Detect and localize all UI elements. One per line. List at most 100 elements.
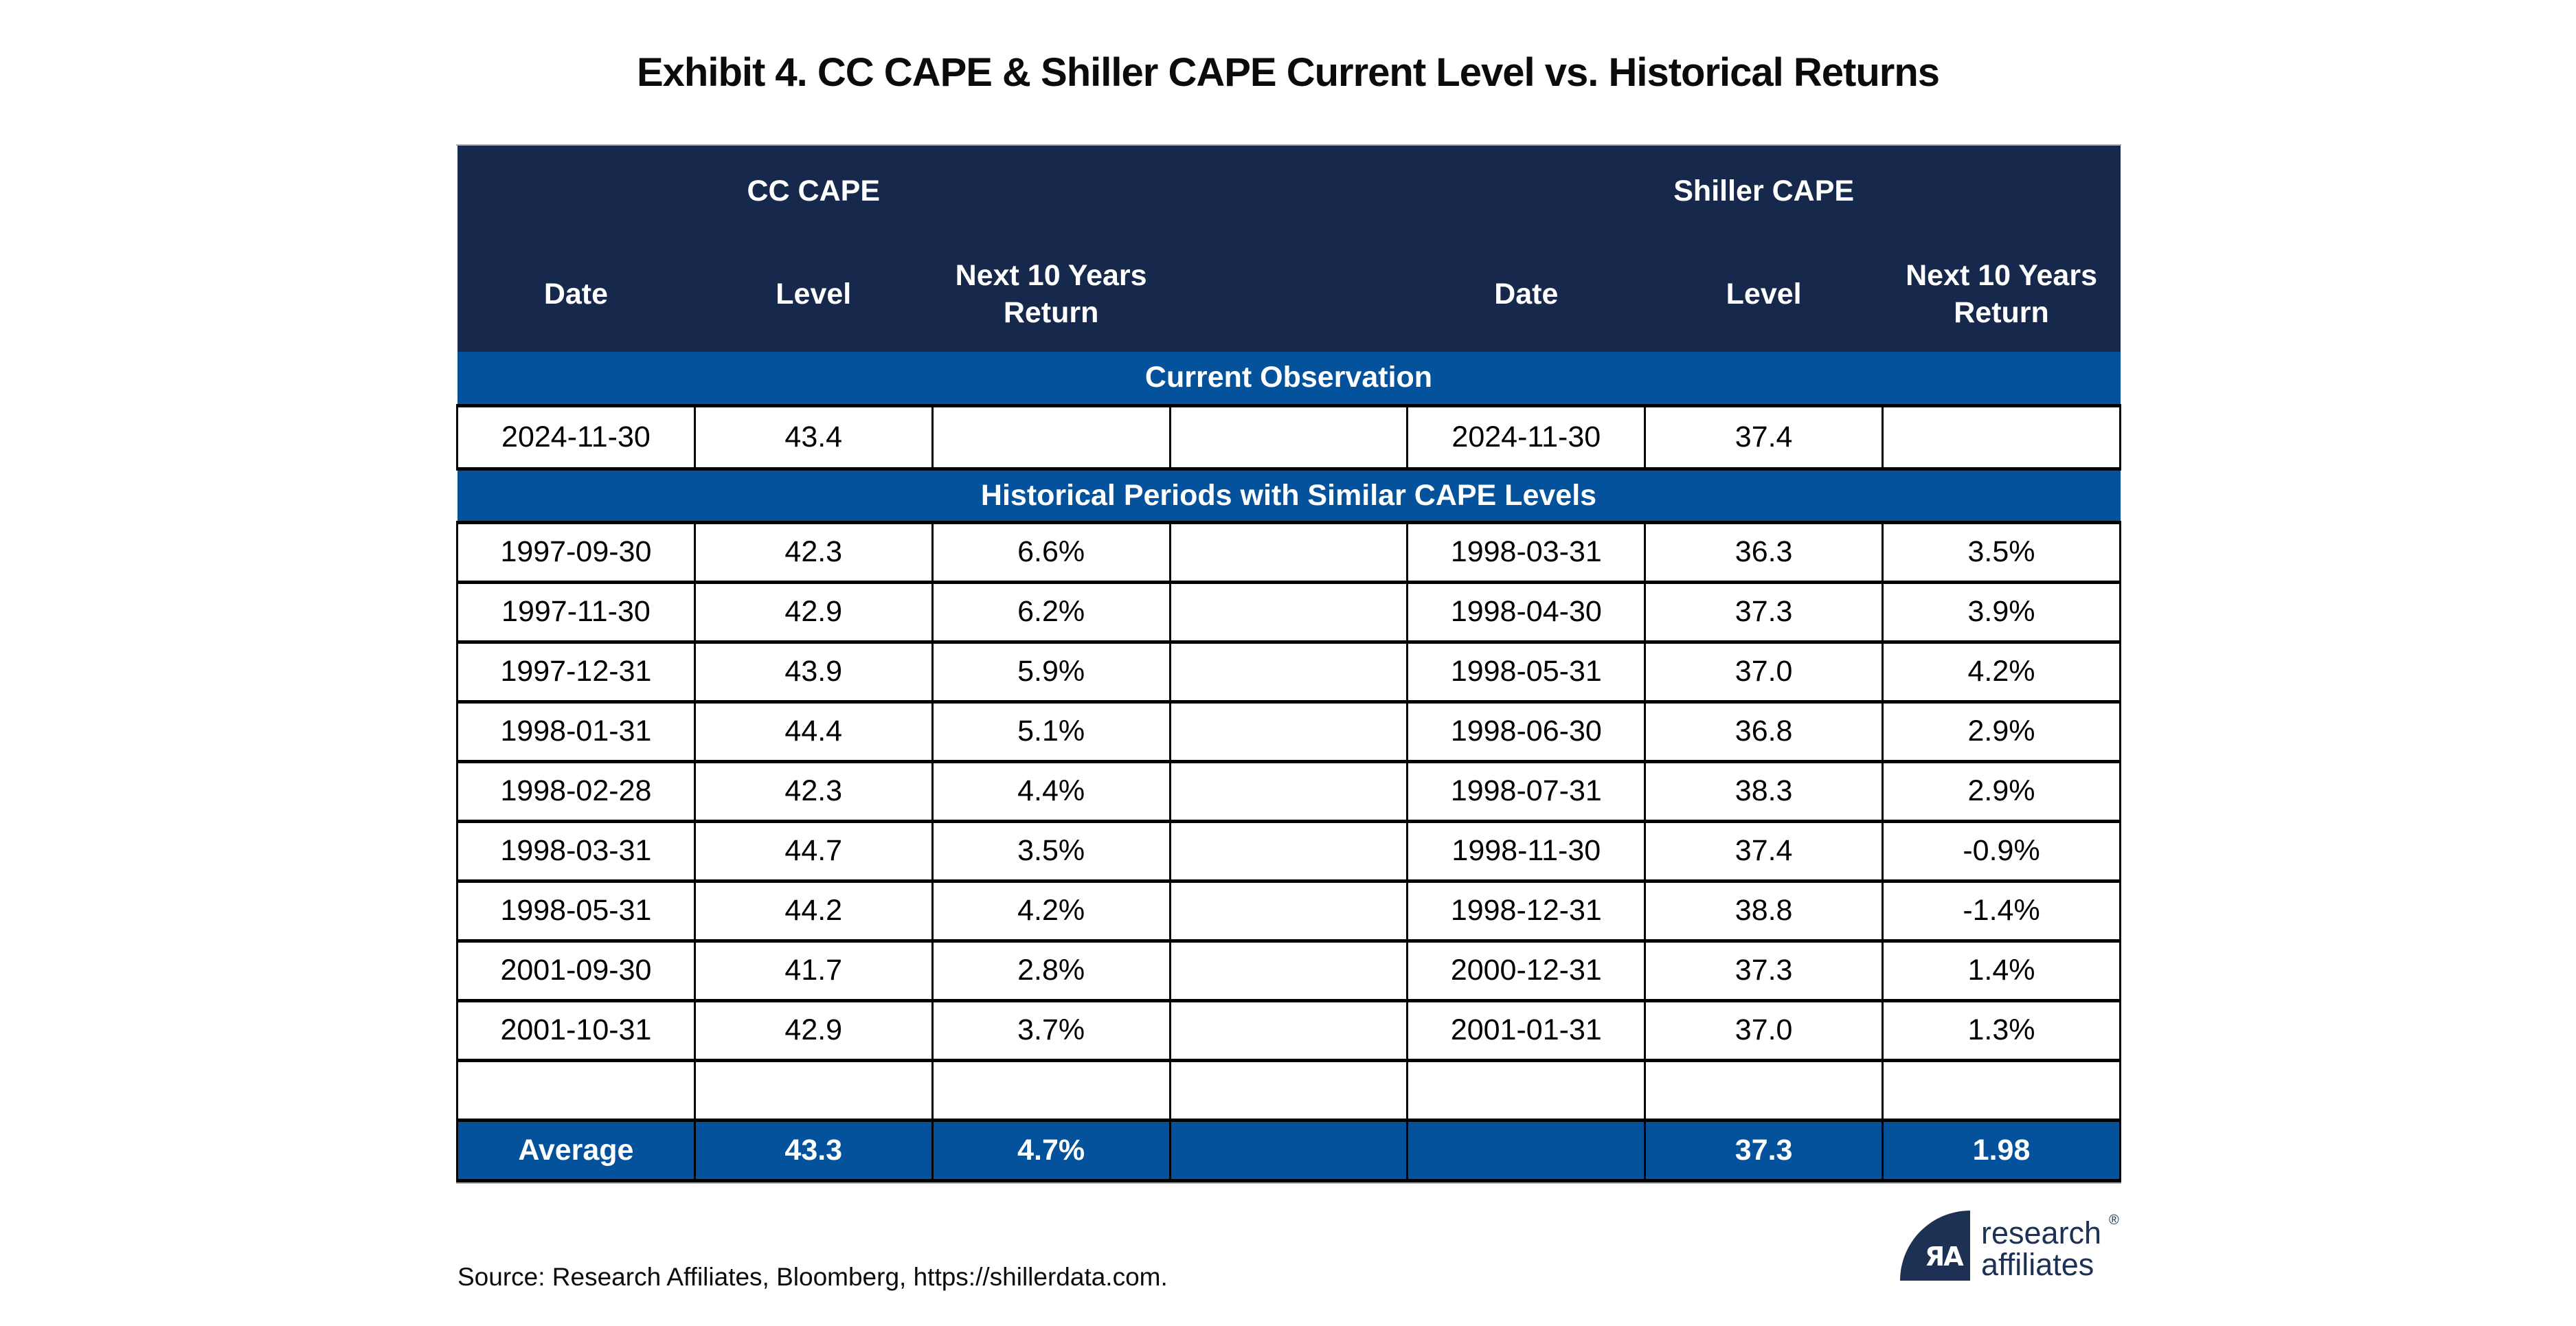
logo-fin-icon	[1900, 1211, 1970, 1281]
table-cell: 1998-01-31	[456, 699, 696, 763]
table-cell: 1998-02-28	[456, 759, 696, 823]
table-cell: 43.9	[693, 640, 934, 704]
group-header-gap	[1170, 146, 1408, 238]
table-cell: 1998-04-30	[1406, 580, 1647, 644]
table-cell: 1997-09-30	[456, 520, 696, 584]
section-banner-row: Current Observation	[457, 352, 2121, 407]
average-row: Average 43.3 4.7% 37.3 1.98	[456, 1118, 2121, 1182]
table-cell: 3.7%	[931, 998, 1171, 1062]
group-header-cc-cape: CC CAPE	[457, 146, 1171, 238]
section-banner-label: Current Observation	[457, 352, 2121, 407]
table-cell: 38.3	[1644, 759, 1884, 823]
logo-registered-mark: ®	[2109, 1213, 2119, 1228]
table-cell	[1406, 1058, 1647, 1122]
table-cell	[1644, 1058, 1884, 1122]
table-cell: 43.4	[693, 403, 934, 471]
col-header-cc-level: Level	[694, 238, 933, 352]
table-cell: 1998-05-31	[1406, 640, 1647, 704]
table-cell	[1168, 1058, 1409, 1122]
col-header-cc-return: Next 10 Years Return	[932, 238, 1171, 352]
table-cell: 1997-12-31	[456, 640, 696, 704]
table-row: 1998-02-28 42.3 4.4% 1998-07-31 38.3 2.9%	[456, 759, 2121, 823]
table-cell	[1168, 939, 1409, 1002]
table-cell	[1168, 819, 1409, 883]
table-row: 2001-10-31 42.9 3.7% 2001-01-31 37.0 1.3%	[456, 998, 2121, 1062]
table-cell: 4.7%	[931, 1118, 1171, 1182]
table-cell: 1998-12-31	[1406, 879, 1647, 943]
table-row: 1998-05-31 44.2 4.2% 1998-12-31 38.8 -1.4%	[456, 879, 2121, 943]
table-row: 1997-11-30 42.9 6.2% 1998-04-30 37.3 3.9%	[456, 580, 2121, 644]
table-cell: 37.3	[1644, 1118, 1884, 1182]
table-row	[456, 1058, 2121, 1122]
col-header-shiller-return: Next 10 Years Return	[1882, 238, 2121, 352]
col-header-cc-date: Date	[457, 238, 695, 352]
table-cell: 42.3	[693, 520, 934, 584]
table-cell	[456, 1058, 696, 1122]
table-cell: 42.3	[693, 759, 934, 823]
logo-word-affiliates: affiliates	[1981, 1247, 2094, 1282]
table-cell: 2024-11-30	[1406, 403, 1647, 471]
table-cell: 2.9%	[1882, 759, 2121, 823]
table-cell: 1.98	[1882, 1118, 2121, 1182]
group-header-row: CC CAPE Shiller CAPE	[457, 146, 2121, 238]
table-cell	[1882, 1058, 2121, 1122]
table-cell: 44.7	[693, 819, 934, 883]
table-cell: 43.3	[693, 1118, 934, 1182]
table-cell: 42.9	[693, 998, 934, 1062]
table-cell: 6.6%	[931, 520, 1171, 584]
table-cell: 1997-11-30	[456, 580, 696, 644]
table-cell	[1168, 699, 1409, 763]
table-cell: 37.3	[1644, 580, 1884, 644]
table-cell: 4.2%	[1882, 640, 2121, 704]
table-cell: 6.2%	[931, 580, 1171, 644]
table-cell: 38.8	[1644, 879, 1884, 943]
page-title: Exhibit 4. CC CAPE & Shiller CAPE Curren…	[636, 50, 1940, 95]
research-affiliates-logo-svg: ЯA research affiliates ®	[1900, 1211, 2119, 1282]
col-header-gap	[1170, 238, 1408, 352]
table-cell	[1168, 403, 1409, 471]
table-cell: 1998-11-30	[1406, 819, 1647, 883]
table-body: Current Observation 2024-11-30 43.4 2024-11…	[456, 352, 2121, 1182]
table-cell: 37.4	[1644, 819, 1884, 883]
section-banner-label: Historical Periods with Similar CAPE Lev…	[457, 469, 2121, 524]
table-cell: 37.0	[1644, 640, 1884, 704]
table-cell: 44.4	[693, 699, 934, 763]
logo-word-research: research	[1981, 1215, 2101, 1250]
table-cell: 1998-06-30	[1406, 699, 1647, 763]
table-cell	[1168, 640, 1409, 704]
table-cell: Average	[456, 1118, 696, 1182]
table-cell	[1168, 879, 1409, 943]
table-cell: 4.4%	[931, 759, 1171, 823]
table-row: 2024-11-30 43.4 2024-11-30 37.4	[456, 403, 2121, 471]
col-header-shiller-date: Date	[1407, 238, 1645, 352]
table-cell	[1168, 580, 1409, 644]
table-cell	[1168, 1118, 1409, 1182]
cape-comparison-table: CC CAPE Shiller CAPE Date Level Next 10 …	[456, 144, 2121, 1184]
table-cell	[1406, 1118, 1647, 1182]
column-header-row: Date Level Next 10 Years Return Date Lev…	[457, 238, 2121, 352]
logo-monogram: ЯA	[1925, 1241, 1964, 1272]
table-cell: 2.8%	[931, 939, 1171, 1002]
table-cell: 2000-12-31	[1406, 939, 1647, 1002]
table-cell: 1998-05-31	[456, 879, 696, 943]
table-cell	[931, 1058, 1171, 1122]
section-banner-row: Historical Periods with Similar CAPE Lev…	[457, 469, 2121, 524]
table-cell: 37.0	[1644, 998, 1884, 1062]
table-cell	[1168, 759, 1409, 823]
table-cell: 3.5%	[931, 819, 1171, 883]
table-cell: 36.8	[1644, 699, 1884, 763]
table-cell: 4.2%	[931, 879, 1171, 943]
group-header-shiller-cape: Shiller CAPE	[1407, 146, 2121, 238]
table-cell: 1998-07-31	[1406, 759, 1647, 823]
table-cell: 37.3	[1644, 939, 1884, 1002]
table-cell: 1998-03-31	[456, 819, 696, 883]
source-note: Source: Research Affiliates, Bloomberg, …	[457, 1263, 1168, 1291]
table-cell: 2.9%	[1882, 699, 2121, 763]
table-cell: 5.9%	[931, 640, 1171, 704]
table-cell: 5.1%	[931, 699, 1171, 763]
table-cell	[1168, 520, 1409, 584]
table-cell: 37.4	[1644, 403, 1884, 471]
table-cell: 42.9	[693, 580, 934, 644]
table-row: 2001-09-30 41.7 2.8% 2000-12-31 37.3 1.4%	[456, 939, 2121, 1002]
